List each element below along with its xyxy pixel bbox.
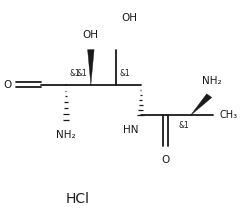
Text: CH₃: CH₃ (219, 110, 237, 120)
Text: O: O (3, 80, 12, 90)
Text: O: O (161, 155, 169, 165)
Text: &1: &1 (76, 69, 87, 78)
Text: OH: OH (83, 30, 99, 40)
Text: NH₂: NH₂ (201, 76, 221, 86)
Text: NH₂: NH₂ (56, 130, 75, 140)
Text: HCl: HCl (65, 192, 89, 206)
Text: &1: &1 (177, 121, 188, 130)
Polygon shape (87, 50, 94, 85)
Text: &1: &1 (69, 69, 80, 78)
Text: OH: OH (121, 13, 137, 23)
Text: HN: HN (123, 125, 138, 135)
Polygon shape (190, 94, 211, 115)
Text: &1: &1 (119, 69, 130, 78)
